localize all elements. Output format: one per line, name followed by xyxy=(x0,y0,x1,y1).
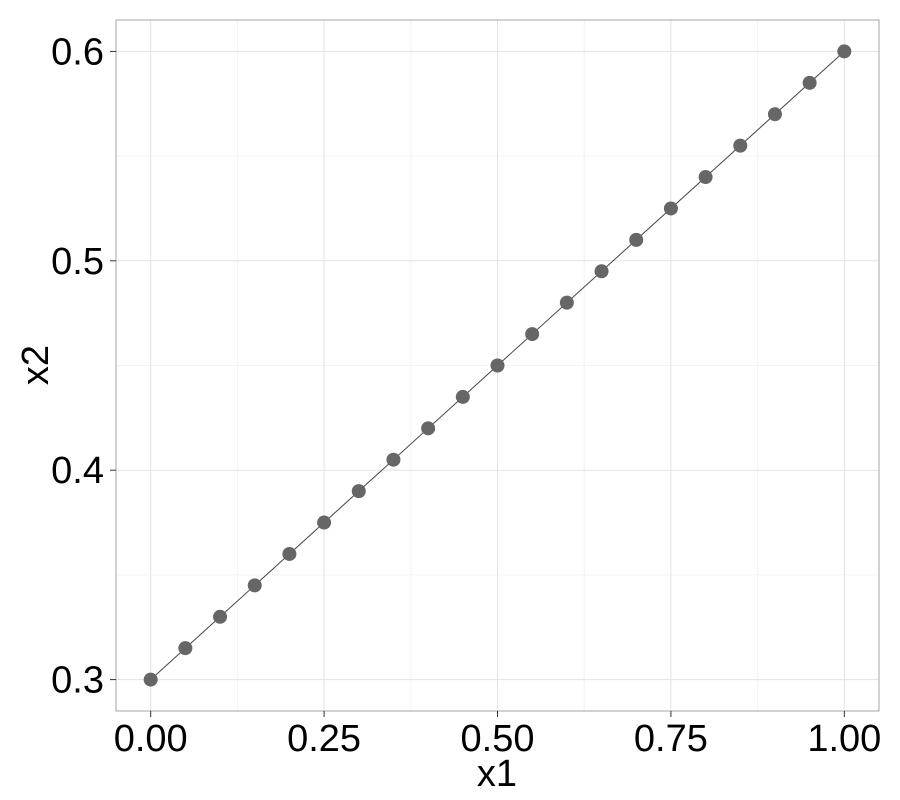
x-tick-label: 0.00 xyxy=(114,718,188,760)
y-axis-title: x2 xyxy=(15,345,57,385)
data-point xyxy=(282,546,297,561)
y-tick-label: 0.6 xyxy=(51,31,104,73)
x-axis-title: x1 xyxy=(477,753,517,795)
data-point xyxy=(317,515,332,530)
data-point xyxy=(802,75,817,90)
data-point xyxy=(351,484,366,499)
data-point xyxy=(455,389,470,404)
data-point xyxy=(663,201,678,216)
data-point xyxy=(247,578,262,593)
y-axis-ticks: 0.3 0.4 0.5 0.6 xyxy=(51,31,116,702)
x-axis-ticks: 0.00 0.25 0.50 0.75 1.00 xyxy=(114,711,881,760)
x-tick-label: 1.00 xyxy=(807,718,881,760)
data-point xyxy=(837,44,852,59)
x-tick-label: 0.25 xyxy=(287,718,361,760)
data-point xyxy=(490,358,505,373)
y-tick-label: 0.3 xyxy=(51,660,104,702)
data-point xyxy=(386,452,401,467)
data-point xyxy=(629,232,644,247)
data-point xyxy=(525,327,540,342)
data-point xyxy=(213,609,228,624)
x-tick-label: 0.75 xyxy=(634,718,708,760)
data-point xyxy=(559,295,574,310)
series-layer xyxy=(143,44,852,687)
data-point xyxy=(733,138,748,153)
data-point xyxy=(767,107,782,122)
data-point xyxy=(178,641,193,656)
data-point xyxy=(143,672,158,687)
x-tick-label: 0.50 xyxy=(461,718,535,760)
data-point xyxy=(421,421,436,436)
data-point xyxy=(698,170,713,185)
data-point xyxy=(594,264,609,279)
y-tick-label: 0.5 xyxy=(51,241,104,283)
y-tick-label: 0.4 xyxy=(51,450,104,492)
